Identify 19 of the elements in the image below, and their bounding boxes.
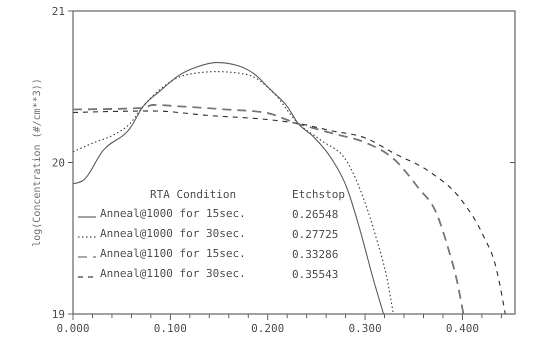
y-tick-label: 20 [52,156,65,170]
annotation: 0.26548 [292,208,338,221]
legend-label: Anneal@1100 for 30sec. [100,267,246,280]
y-axis-title: log(Concentration (#/cm**3)) [32,78,43,247]
x-tick-label: 0.000 [56,322,90,335]
legend-title: RTA Condition [150,188,236,201]
y-tick-label: 19 [52,308,65,321]
x-tick-label: 0.100 [154,322,187,335]
annotation: 0.33286 [292,248,338,261]
annotation: 0.35543 [292,268,338,281]
legend-label: Anneal@1000 for 15sec. [100,207,246,220]
annotation: 0.27725 [292,228,338,241]
x-tick-label: 0.400 [446,322,479,335]
x-tick-label: 0.300 [348,322,382,335]
annotation: Etchstop [292,188,345,201]
legend-label: Anneal@1100 for 15sec. [100,247,246,260]
y-tick-label: 21 [52,5,65,18]
x-tick-label: 0.200 [251,322,284,335]
legend-label: Anneal@1000 for 30sec. [100,227,246,240]
